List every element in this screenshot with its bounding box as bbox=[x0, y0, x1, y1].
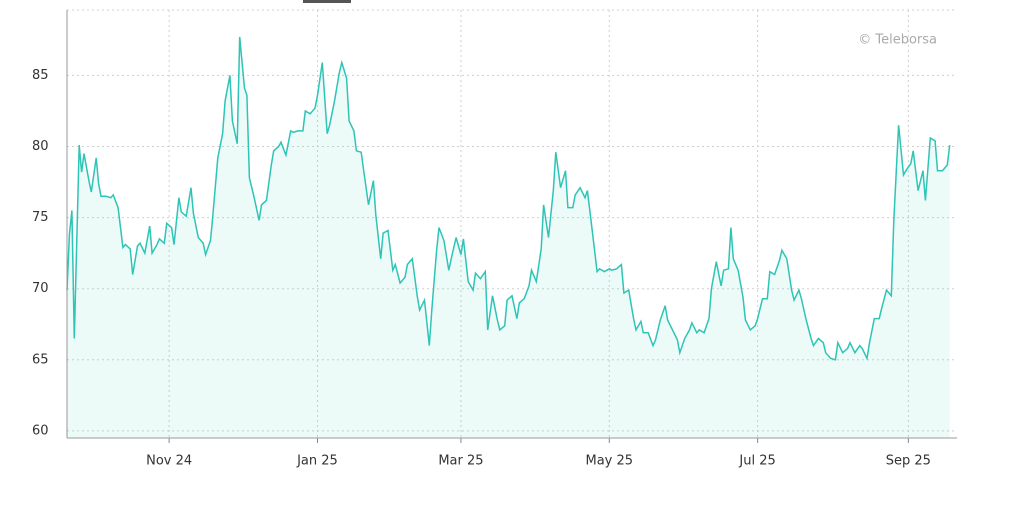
x-tick-label: Jan 25 bbox=[296, 454, 338, 469]
area bbox=[67, 37, 950, 438]
y-tick-label: 85 bbox=[32, 68, 49, 83]
y-tick-label: 60 bbox=[32, 423, 49, 438]
tab-indicator bbox=[303, 0, 351, 3]
watermark: © Teleborsa bbox=[858, 33, 937, 48]
x-tick-label: Mar 25 bbox=[438, 454, 483, 469]
x-tick-label: Jul 25 bbox=[738, 454, 775, 469]
line bbox=[66, 36, 951, 361]
y-tick-label: 80 bbox=[32, 139, 49, 154]
y-tick-label: 65 bbox=[32, 352, 49, 367]
x-tick-label: Sep 25 bbox=[886, 454, 931, 469]
x-tick-label: May 25 bbox=[585, 454, 633, 469]
y-tick-label: 75 bbox=[32, 210, 49, 225]
y-tick-label: 70 bbox=[32, 281, 49, 296]
x-tick-label: Nov 24 bbox=[146, 454, 192, 469]
